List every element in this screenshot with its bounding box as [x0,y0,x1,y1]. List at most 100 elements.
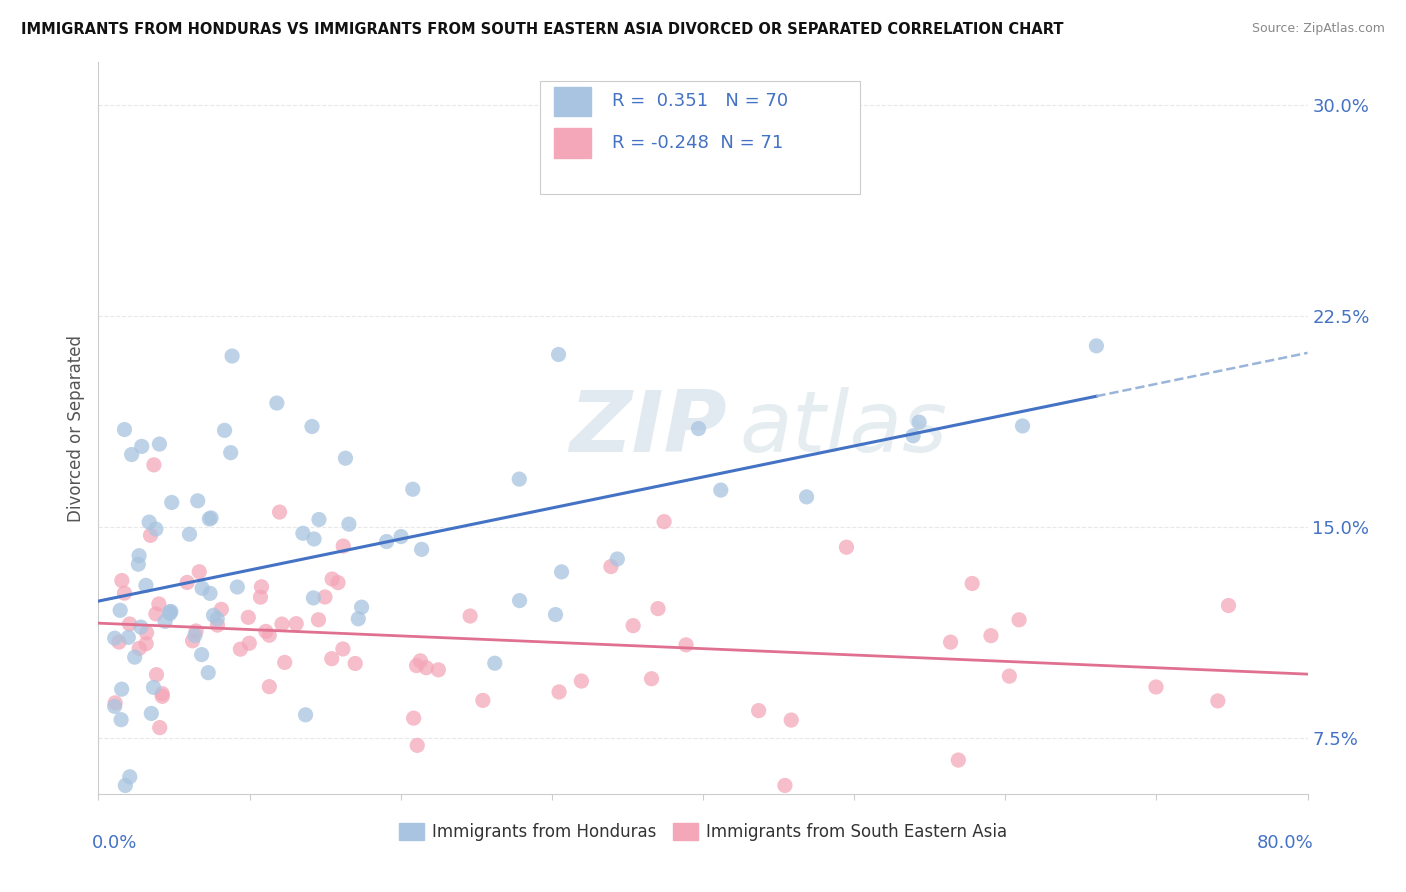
Point [347,612,370,626]
Point [200,511,222,525]
Point [321,651,343,665]
Point [150,690,173,704]
Point [145,522,167,536]
Point [138,515,160,529]
Point [335,451,357,466]
Point [939,635,962,649]
Point [332,642,354,657]
Point [117,631,139,645]
Point [145,667,167,681]
Point [202,608,225,623]
Point [149,721,172,735]
Point [209,602,232,616]
Point [405,658,427,673]
Point [606,552,628,566]
Point [141,706,163,721]
Point [796,490,818,504]
Point [350,600,373,615]
Point [160,495,183,509]
Point [160,604,183,618]
Point [375,534,398,549]
Point [159,605,181,619]
Point [344,657,367,671]
Point [409,654,432,668]
Point [1218,599,1240,613]
Point [509,593,531,607]
Point [131,439,153,453]
Legend: Immigrants from Honduras, Immigrants from South Eastern Asia: Immigrants from Honduras, Immigrants fro… [392,816,1014,847]
Point [302,532,325,546]
Point [219,445,242,459]
Text: IMMIGRANTS FROM HONDURAS VS IMMIGRANTS FROM SOUTH EASTERN ASIA DIVORCED OR SEPAR: IMMIGRANTS FROM HONDURAS VS IMMIGRANTS F… [21,22,1063,37]
Point [108,635,131,649]
Point [308,613,330,627]
Point [1008,613,1031,627]
Point [111,682,134,697]
Point [402,482,425,496]
Point [960,576,983,591]
Point [675,638,697,652]
Point [190,648,212,662]
Point [184,628,207,642]
Point [221,349,243,363]
Point [127,557,149,571]
Point [326,575,349,590]
Point [547,347,569,361]
Point [207,618,229,632]
Point [145,607,167,621]
Point [153,615,176,629]
Point [187,493,209,508]
FancyBboxPatch shape [554,87,591,116]
Point [908,415,931,429]
Point [135,637,157,651]
Point [484,657,506,671]
Point [257,628,280,642]
Point [780,713,803,727]
Point [118,770,141,784]
Point [114,779,136,793]
Point [550,565,572,579]
Point [621,618,644,632]
Point [948,753,970,767]
Point [114,586,136,600]
Point [104,699,127,714]
Point [184,624,207,638]
Point [1144,680,1167,694]
Text: ZIP: ZIP [569,386,727,470]
Point [159,607,181,621]
Point [142,458,165,472]
Point [104,631,127,645]
Point [901,429,924,443]
Point [238,610,260,624]
Point [1206,694,1229,708]
Point [458,609,481,624]
Point [142,681,165,695]
Point [110,713,132,727]
Point [114,423,136,437]
Point [688,421,710,435]
Point [748,704,770,718]
Point [121,448,143,462]
Point [773,779,796,793]
Point [179,527,201,541]
Point [259,680,281,694]
Point [104,696,127,710]
Text: R =  0.351   N = 70: R = 0.351 N = 70 [613,92,789,111]
Point [652,515,675,529]
Point [308,512,330,526]
Point [402,711,425,725]
Point [249,590,271,604]
Point [135,578,157,592]
Point [998,669,1021,683]
Point [128,549,150,563]
Point [291,526,314,541]
Point [1085,339,1108,353]
Text: atlas: atlas [740,386,948,470]
Text: 80.0%: 80.0% [1257,834,1313,852]
Point [150,687,173,701]
Point [128,641,150,656]
Text: R = -0.248  N = 71: R = -0.248 N = 71 [613,134,783,152]
Point [321,572,343,586]
Point [129,620,152,634]
Point [835,540,858,554]
